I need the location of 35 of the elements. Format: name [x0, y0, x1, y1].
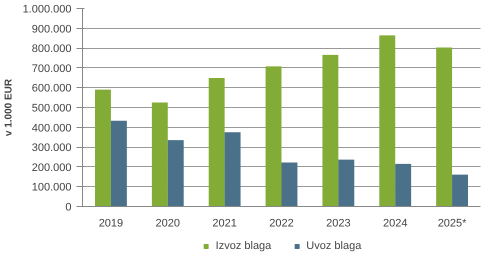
- y-tick-label: 900.000: [32, 23, 72, 36]
- bar: [208, 78, 225, 206]
- y-tick-label: 700.000: [32, 62, 72, 75]
- bar: [282, 162, 298, 206]
- x-tick-label: 2021: [212, 218, 237, 230]
- y-tick-label: 200.000: [32, 162, 72, 174]
- x-tick-label: 2023: [326, 218, 351, 230]
- x-tick-label: 2024: [382, 218, 408, 230]
- y-tick-label: 0: [65, 202, 72, 214]
- bar: [110, 120, 127, 206]
- y-tick-label: 100.000: [32, 182, 72, 194]
- x-tick-label: 2020: [156, 218, 180, 230]
- bar: [395, 164, 412, 206]
- bar: [168, 140, 184, 206]
- y-tick-label: 400.000: [32, 122, 72, 134]
- bar: [452, 174, 468, 206]
- legend-label: Izvoz blaga: [216, 240, 272, 252]
- x-tick-label: 2019: [98, 218, 124, 230]
- bar: [224, 132, 241, 206]
- y-axis-title: v 1.000 EUR: [4, 78, 15, 136]
- bar: [379, 35, 396, 206]
- legend-label: Uvoz blaga: [306, 240, 362, 252]
- bar: [95, 90, 111, 206]
- bar: [152, 102, 168, 206]
- y-tick-label: 1.000.000: [22, 4, 72, 16]
- y-tick-label: 500.000: [32, 102, 72, 114]
- y-tick-label: 600.000: [32, 82, 72, 95]
- x-tick-label: 2022: [269, 218, 294, 230]
- bar: [436, 48, 452, 206]
- bar: [322, 54, 338, 206]
- y-tick-label: 300.000: [32, 142, 72, 154]
- x-tick-label: 2025*: [438, 218, 468, 230]
- bar: [338, 160, 354, 206]
- y-tick-label: 800.000: [32, 43, 72, 56]
- bar: [266, 66, 282, 206]
